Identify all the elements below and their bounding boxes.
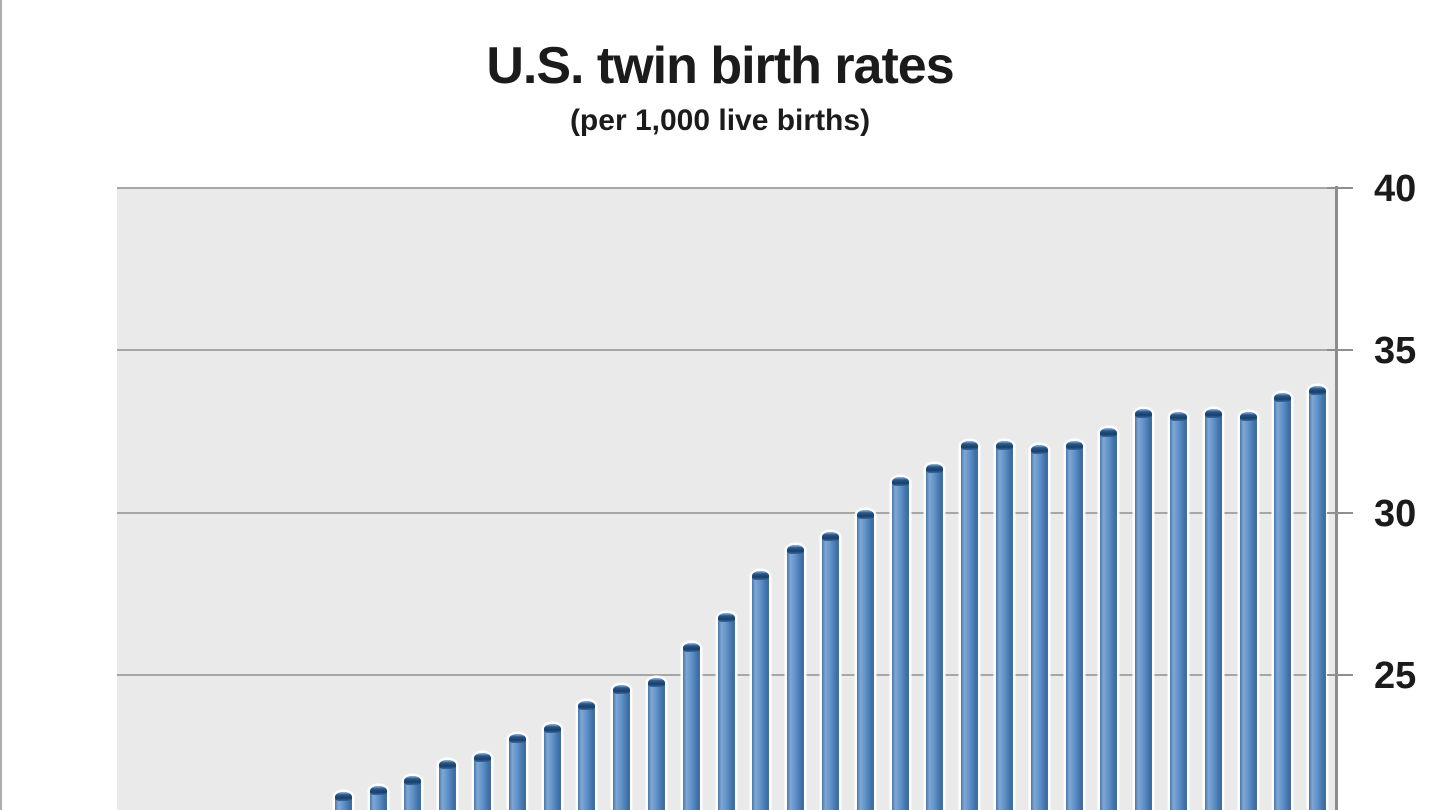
- bar: [543, 723, 561, 810]
- bar: [404, 775, 422, 810]
- y-axis-tick: [1327, 349, 1353, 352]
- bar: [473, 753, 491, 810]
- bar: [1135, 408, 1153, 810]
- chart-subtitle: (per 1,000 live births): [569, 104, 871, 137]
- bar: [926, 464, 944, 810]
- chart-title: U.S. twin birth rates: [486, 37, 954, 95]
- bar: [508, 733, 526, 810]
- bar: [752, 571, 770, 810]
- bar: [1030, 444, 1048, 810]
- bar: [1169, 412, 1187, 810]
- gridline: [117, 349, 1335, 352]
- bar: [1309, 386, 1327, 810]
- y-axis-tick-label: 25: [1374, 655, 1417, 698]
- y-axis-tick: [1327, 511, 1353, 514]
- bar: [647, 678, 665, 810]
- y-axis-tick-label: 30: [1374, 492, 1417, 535]
- bar: [961, 441, 979, 810]
- bar: [717, 613, 735, 810]
- bar: [1100, 428, 1118, 810]
- bar: [1065, 441, 1083, 810]
- gridline: [117, 187, 1335, 189]
- y-axis-line: [1335, 186, 1338, 810]
- bar: [856, 509, 874, 810]
- bar: [369, 785, 387, 810]
- bar: [682, 642, 700, 810]
- y-axis-tick: [1327, 187, 1353, 189]
- bar: [439, 759, 457, 810]
- bar: [334, 792, 352, 810]
- y-axis-tick: [1327, 674, 1353, 677]
- gridline: [117, 511, 1335, 514]
- bar: [995, 441, 1013, 810]
- bar: [1204, 408, 1222, 810]
- bar: [787, 545, 805, 810]
- bar: [613, 684, 631, 810]
- bar: [578, 701, 596, 810]
- plot-area: [117, 187, 1335, 810]
- chart-left-border: [0, 0, 2, 810]
- bar: [1239, 412, 1257, 810]
- y-axis-tick-label: 35: [1374, 330, 1417, 373]
- bar: [821, 532, 839, 810]
- y-axis-tick-label: 40: [1374, 168, 1417, 210]
- bar: [1274, 392, 1292, 810]
- bar: [891, 477, 909, 810]
